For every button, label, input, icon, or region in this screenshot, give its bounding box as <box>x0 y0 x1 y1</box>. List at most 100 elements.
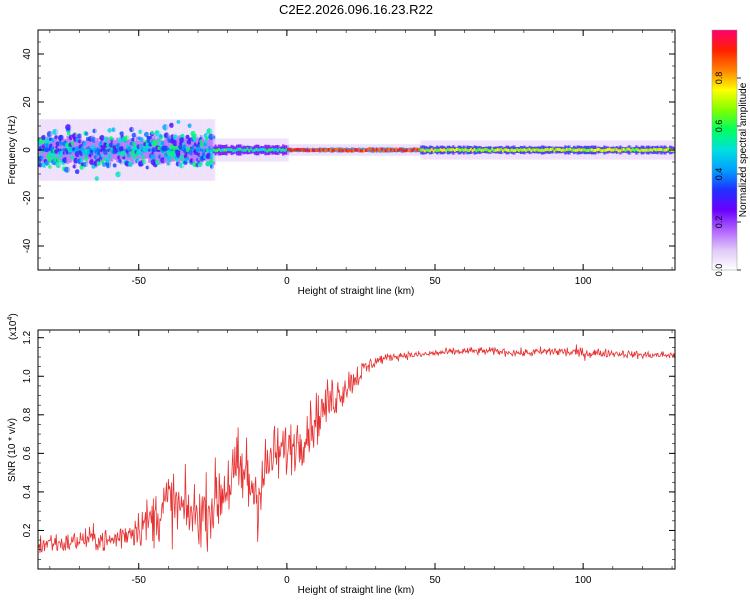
heatmap-cell-core <box>329 148 333 152</box>
heatmap-cell-core <box>491 147 495 151</box>
heatmap-cell-core <box>317 148 321 152</box>
heatmap-cell-core <box>603 148 607 152</box>
heatmap-y-tick-label: 20 <box>22 96 33 108</box>
heatmap-scatter-point <box>100 159 105 164</box>
heatmap-cell-core <box>320 147 324 151</box>
heatmap-cell-core <box>653 147 657 151</box>
colorbar-tick-label: 0.2 <box>714 216 724 229</box>
heatmap-cell-core <box>276 149 281 153</box>
heatmap-cell-core <box>587 148 591 152</box>
heatmap-cell-core <box>576 148 580 152</box>
heatmap-cell-core <box>452 148 456 152</box>
heatmap-cell-core <box>530 149 534 153</box>
heatmap-scatter-point <box>139 143 144 148</box>
heatmap-cell-core <box>402 149 406 153</box>
heatmap-cell-core <box>644 148 648 152</box>
heatmap-cell-core <box>631 147 635 151</box>
heatmap-cell-core <box>585 148 589 152</box>
heatmap-cell-core <box>436 148 440 152</box>
heatmap-cell-core <box>334 147 339 151</box>
heatmap-cell-core <box>507 148 511 152</box>
heatmap-scatter-point <box>179 137 185 143</box>
heatmap-cell-core <box>290 149 294 153</box>
heatmap-cell-core <box>352 148 356 152</box>
heatmap-cell-core <box>123 149 127 153</box>
heatmap-scatter-point <box>101 162 107 167</box>
heatmap-cell-core <box>519 148 523 152</box>
heatmap-cell-core <box>235 148 240 152</box>
heatmap-cell-core <box>466 148 470 152</box>
heatmap-cell-core <box>487 149 491 153</box>
snr-y-tick-label: 0.4 <box>22 485 33 499</box>
heatmap-cell-core <box>510 148 515 152</box>
heatmap-cell-core <box>304 148 308 152</box>
heatmap-cell-core <box>257 148 261 152</box>
heatmap-cell-core <box>626 147 630 151</box>
heatmap-scatter-point <box>166 162 170 166</box>
heatmap-cell-core <box>432 149 436 153</box>
heatmap-scatter-point <box>172 144 178 151</box>
heatmap-scatter-point <box>94 176 100 181</box>
heatmap-cell-core <box>597 147 602 151</box>
heatmap-scatter-point <box>163 145 169 151</box>
heatmap-cell-core <box>308 149 312 153</box>
heatmap-cell-core <box>665 148 669 152</box>
heatmap-cell-core <box>201 149 205 153</box>
heatmap-cell-core <box>558 148 563 152</box>
heatmap-x-ticks: -50 0 50 100 <box>49 30 673 287</box>
heatmap-scatter-point <box>157 138 162 143</box>
heatmap-cell-core <box>629 148 634 152</box>
heatmap-cell-core <box>613 148 618 152</box>
snr-y-tick-label: 1.2 <box>22 330 33 344</box>
heatmap-cell-core <box>244 148 249 152</box>
heatmap-y-tick-label: -20 <box>22 190 33 205</box>
heatmap-cell-core <box>354 147 358 151</box>
heatmap-cell-core <box>398 147 403 151</box>
heatmap-cell-core <box>651 148 655 152</box>
heatmap-scatter-point <box>66 131 71 136</box>
heatmap-scatter-point <box>54 135 59 139</box>
heatmap-panel: -50 0 50 100 -40 -20 0 20 40 Height of straight… <box>7 29 676 297</box>
heatmap-cell-core <box>388 147 392 151</box>
heatmap-cell-core <box>302 148 307 152</box>
heatmap-cell-core <box>343 147 347 151</box>
snr-multiplier-base: (x10 <box>8 320 19 340</box>
heatmap-scatter-point <box>74 169 80 175</box>
snr-x-ticks: -50 0 50 100 <box>49 330 673 586</box>
heatmap-scatter-point <box>185 134 190 140</box>
heatmap-cell-core <box>621 148 625 152</box>
snr-background <box>38 330 675 569</box>
heatmap-cell-core <box>455 147 459 151</box>
snr-y-tick-label: 0.6 <box>22 446 33 460</box>
heatmap-cell-core <box>590 148 595 152</box>
heatmap-scatter-point <box>70 155 74 159</box>
heatmap-cell-core <box>599 148 603 152</box>
heatmap-cell-core <box>239 147 243 151</box>
heatmap-cell-core <box>225 148 229 152</box>
heatmap-cell-core <box>564 148 568 152</box>
heatmap-cell-core <box>446 148 451 152</box>
heatmap-cell-core <box>250 147 254 151</box>
heatmap-cell-core <box>338 148 342 152</box>
heatmap-scatter-point <box>199 142 205 148</box>
snr-y-label: SNR (10 * v/v) <box>7 418 18 482</box>
heatmap-x-tick-label: 50 <box>429 276 441 287</box>
heatmap-scatter-point <box>148 135 153 140</box>
heatmap-cell-core <box>275 148 279 152</box>
heatmap-scatter-point <box>100 154 104 158</box>
heatmap-cell-core <box>262 147 266 151</box>
heatmap-cell-core <box>266 149 270 153</box>
heatmap-scatter-point <box>54 149 59 154</box>
heatmap-cell-core <box>271 147 275 151</box>
heatmap-scatter-point <box>180 133 185 139</box>
heatmap-scatter-point <box>74 146 80 152</box>
heatmap-cell-core <box>260 148 265 152</box>
heatmap-y-ticks: -40 -20 0 20 40 <box>22 29 675 271</box>
heatmap-cell-core <box>286 147 291 151</box>
heatmap-cell-core <box>413 147 417 151</box>
heatmap-cell-core <box>221 148 225 152</box>
heatmap-cell-core <box>443 148 447 152</box>
heatmap-cell-core <box>293 148 298 152</box>
heatmap-cell-core <box>617 149 621 153</box>
heatmap-cell-core <box>544 148 548 152</box>
